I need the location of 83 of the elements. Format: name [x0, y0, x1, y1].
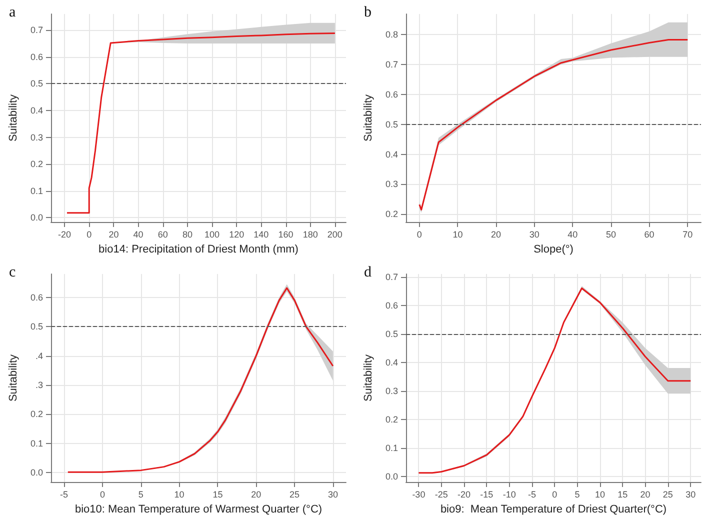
y-tick-label: 0.1	[30, 186, 43, 196]
y-tick-label: 0.5	[385, 119, 398, 130]
x-tick-label: -20	[457, 490, 471, 500]
y-tick-label: 0.8	[385, 29, 398, 40]
y-axis-title: Suitability	[362, 94, 374, 142]
y-tick-label: 0.0	[30, 212, 43, 223]
chart-title: b	[364, 4, 372, 20]
x-tick-label: 25	[290, 490, 300, 500]
x-tick-label: 80	[182, 230, 192, 240]
y-tick-label: 0.6	[385, 89, 398, 100]
y-axis-title: Suitability	[8, 354, 20, 402]
y-tick-label: 0.6	[385, 300, 398, 310]
y-tick-label: 0.6	[30, 52, 43, 62]
y-axis-title: Suitability	[362, 354, 374, 402]
x-tick-label: 200	[327, 230, 342, 240]
x-tick-label: 70	[682, 230, 693, 240]
y-tick-label: 0.3	[385, 179, 398, 190]
x-tick-label: 20	[640, 490, 650, 500]
y-tick-label: 0.7	[30, 25, 43, 36]
x-tick-label: 30	[686, 490, 696, 500]
y-tick-label: 0.2	[385, 414, 398, 424]
x-tick-label: -15	[480, 490, 494, 500]
y-tick-label: 0.5	[385, 328, 398, 339]
x-tick-label: 10	[452, 230, 463, 240]
x-tick-label: -10	[502, 490, 516, 500]
x-tick-label: 100	[204, 230, 220, 240]
y-tick-label: 0.2	[30, 159, 43, 170]
x-tick-label: 30	[529, 230, 540, 240]
y-tick-label: .3	[35, 380, 43, 390]
x-tick-label: 0	[100, 490, 105, 500]
y-tick-label: 0.4	[30, 105, 43, 116]
x-tick-label: 50	[606, 230, 616, 240]
y-tick-label: 0.5	[30, 322, 43, 332]
x-tick-label: 120	[229, 230, 244, 240]
x-tick-label: -5	[528, 490, 536, 500]
y-tick-label: 0.7	[385, 59, 398, 70]
x-tick-label: 40	[568, 230, 578, 240]
x-tick-label: 10	[594, 490, 605, 500]
x-axis-title: bio9: Mean Temperature of Driest Quarter(°C)	[440, 504, 667, 516]
x-tick-label: 60	[158, 230, 168, 240]
x-tick-label: 60	[644, 230, 654, 240]
x-tick-label: 30	[328, 490, 338, 500]
x-tick-label: 40	[133, 230, 144, 240]
y-tick-label: 0.7	[385, 272, 398, 282]
chart-title: c	[9, 264, 16, 280]
x-tick-label: -30	[412, 490, 426, 500]
x-tick-label: 0	[552, 490, 558, 500]
x-tick-label: 0	[86, 230, 92, 240]
chart-title: a	[9, 4, 16, 20]
x-axis-title: bio10: Mean Temperature of Warmest Quarter (°C)	[74, 504, 322, 516]
x-tick-label: -25	[434, 490, 448, 500]
y-tick-label: 0.2	[30, 409, 43, 420]
x-tick-label: 15	[212, 490, 223, 500]
y-tick-label: 0.4	[385, 357, 398, 368]
y-tick-label: 0.0	[30, 468, 43, 478]
chart-title: d	[364, 264, 372, 280]
x-tick-label: 180	[302, 230, 318, 240]
y-tick-label: .4	[35, 350, 43, 361]
x-tick-label: 10	[174, 490, 184, 500]
y-tick-label: 0.6	[30, 292, 43, 302]
x-tick-label: 20	[108, 230, 119, 240]
x-tick-label: -5	[60, 490, 68, 500]
y-axis-title: Suitability	[8, 94, 20, 142]
x-tick-label: 140	[254, 230, 269, 240]
x-axis-title: bio14: Precipitation of Driest Month (mm)	[98, 244, 298, 256]
x-tick-label: 0	[416, 230, 422, 240]
y-tick-label: 0.2	[385, 209, 398, 220]
y-tick-label: 0.0	[385, 471, 398, 482]
x-tick-label: 20	[251, 490, 262, 500]
x-tick-label: 25	[662, 490, 673, 500]
y-tick-label: 0.1	[385, 442, 398, 453]
y-tick-label: 0.3	[385, 386, 398, 396]
y-tick-label: 0.1	[30, 438, 43, 448]
x-tick-label: -20	[58, 230, 72, 240]
x-tick-label: 15	[618, 490, 628, 500]
y-tick-label: 0.3	[30, 132, 43, 142]
y-tick-label: 0.4	[385, 149, 398, 160]
x-tick-label: 5	[138, 490, 144, 500]
x-tick-label: 5	[574, 490, 580, 500]
x-tick-label: 20	[491, 230, 502, 240]
y-tick-label: 0.5	[30, 78, 43, 89]
x-axis-title: Slope(°)	[534, 244, 574, 256]
x-tick-label: 160	[278, 230, 294, 240]
